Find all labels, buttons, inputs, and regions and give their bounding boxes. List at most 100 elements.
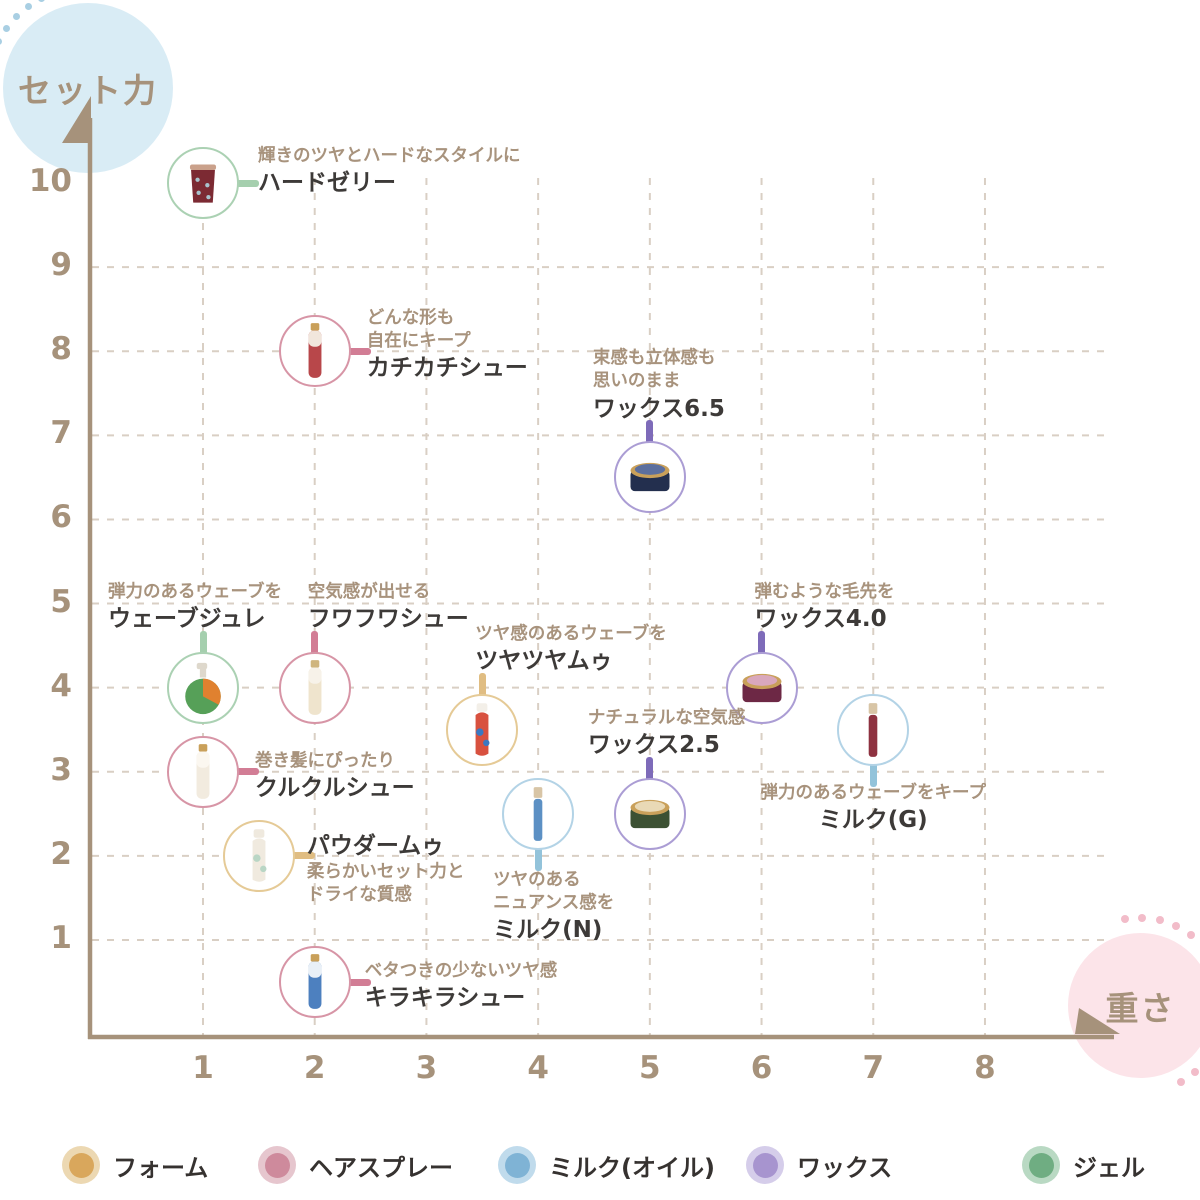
legend-dot-ring [746, 1146, 784, 1184]
product-description: ニュアンス感を [493, 892, 615, 913]
y-tick-label: 4 [50, 667, 72, 704]
y-tick-label: 10 [28, 163, 72, 199]
label-connector [478, 672, 486, 698]
y-tick-label: 2 [50, 835, 72, 872]
product-name: ツヤツヤムゥ [475, 647, 613, 674]
x-axis-bubble: 重さ [1068, 933, 1200, 1078]
product-label: 束感も立体感も 思いのまま ワックス6.5 [593, 347, 725, 424]
product-label: ツヤのある ニュアンス感を ミルク(N) [493, 869, 614, 946]
product-photo-icon [630, 799, 670, 828]
label-connector [869, 761, 877, 787]
product-label: 輝きのツヤとハードなスタイルにハードゼリー [258, 145, 521, 198]
decorative-dot [1191, 1068, 1200, 1077]
decorative-dot [1120, 915, 1129, 924]
label-connector [311, 630, 319, 656]
product-description: ベタつきの少ないツヤ感 [364, 961, 558, 982]
product-label: どんな形も 自在にキープ カチカチシュー [367, 307, 528, 384]
product-name: クルクルシュー [255, 774, 415, 801]
legend-color-dot [1028, 1152, 1054, 1178]
label-connector [233, 768, 259, 776]
product-photo-icon [475, 702, 490, 756]
label-connector [646, 420, 654, 446]
product-description: 弾むような毛先を [754, 581, 895, 602]
label-connector [758, 630, 766, 656]
product-marker [278, 315, 351, 388]
label-connector [534, 845, 542, 871]
decorative-dot [1155, 916, 1164, 925]
label-connector [344, 978, 371, 986]
product-label: 弾力のあるウェーブをキープ ミルク(G) [723, 782, 1023, 835]
product-marker [167, 651, 239, 724]
product-marker [278, 651, 351, 724]
x-tick-label: 4 [527, 1050, 549, 1086]
product-description: 輝きのツヤとハードなスタイルに [258, 146, 521, 166]
product-name: ワックス4.0 [754, 605, 887, 632]
y-tick-label: 6 [50, 499, 72, 536]
product-photo-icon [196, 743, 210, 799]
product-name: ハードゼリー [258, 170, 396, 197]
x-tick-label: 3 [415, 1050, 438, 1086]
product-photo-icon [630, 463, 670, 492]
product-label: ベタつきの少ないツヤ感キラキラシュー [365, 960, 558, 1013]
legend-label: ミルク(オイル) [549, 1153, 715, 1182]
decorative-dot [24, 3, 32, 11]
product-description: ドライな質感 [306, 885, 412, 906]
legend-color-dot [504, 1152, 530, 1178]
product-photo-icon [308, 954, 322, 1009]
product-marker [613, 777, 686, 850]
legend-item-wax: ワックス [746, 1145, 892, 1185]
product-description: 自在にキープ [366, 331, 471, 352]
label-connector [344, 347, 371, 355]
product-label: 巻き髪にぴったりクルクルシュー [255, 750, 415, 803]
product-marker [167, 735, 239, 808]
product-photo-icon [308, 659, 322, 715]
x-tick-label: 6 [750, 1050, 773, 1086]
product-name: フワフワシュー [307, 605, 469, 632]
y-tick-label: 8 [50, 331, 72, 368]
label-connector [199, 630, 207, 656]
x-tick-label: 5 [639, 1050, 661, 1086]
product-marker [837, 693, 910, 766]
legend-item-spray: ヘアスプレー [258, 1145, 453, 1185]
product-label: ツヤ感のあるウェーブを ツヤツヤムゥ [475, 623, 666, 676]
decorative-dot [0, 37, 2, 45]
product-photo-icon [742, 673, 782, 702]
x-tick-label: 2 [303, 1050, 326, 1086]
product-marker [222, 819, 295, 892]
legend-item-foam: フォーム [62, 1145, 208, 1185]
decorative-dot [3, 24, 11, 32]
product-marker [725, 651, 798, 724]
product-marker [502, 777, 575, 850]
x-axis-title: 重さ [1105, 988, 1176, 1028]
product-marker [278, 946, 351, 1019]
decorative-dot [1138, 914, 1147, 923]
product-name: キラキラシュー [364, 985, 526, 1012]
legend-label: ワックス [797, 1153, 893, 1182]
decorative-dot [1187, 930, 1196, 939]
product-name: パウダームゥ [306, 832, 445, 859]
product-photo-icon [308, 323, 322, 379]
product-label: 弾むような毛先をワックス4.0 [755, 581, 895, 634]
product-description: 弾力のあるウェーブをキープ [760, 782, 986, 803]
product-marker [167, 147, 239, 219]
legend-item-milk: ミルク(オイル) [498, 1145, 715, 1185]
product-description: どんな形も [366, 308, 455, 329]
legend-color-dot [264, 1152, 290, 1178]
y-tick-label: 5 [50, 583, 72, 620]
product-description: 束感も立体感も [592, 348, 716, 369]
legend-color-dot [68, 1152, 94, 1178]
product-photo-icon [868, 702, 878, 757]
product-label: パウダームゥ柔らかいセット力と ドライな質感 [307, 831, 465, 908]
product-name: ワックス6.5 [592, 395, 725, 422]
label-connector [646, 756, 654, 782]
product-photo-icon [533, 786, 543, 841]
product-photo-icon [252, 829, 267, 882]
legend-label: ヘアスプレー [309, 1153, 453, 1182]
product-description: 空気感が出せる [307, 581, 431, 602]
product-description: 柔らかいセット力と [306, 862, 465, 883]
product-description: 巻き髪にぴったり [255, 750, 395, 771]
product-name: ウェーブジュレ [108, 605, 266, 632]
